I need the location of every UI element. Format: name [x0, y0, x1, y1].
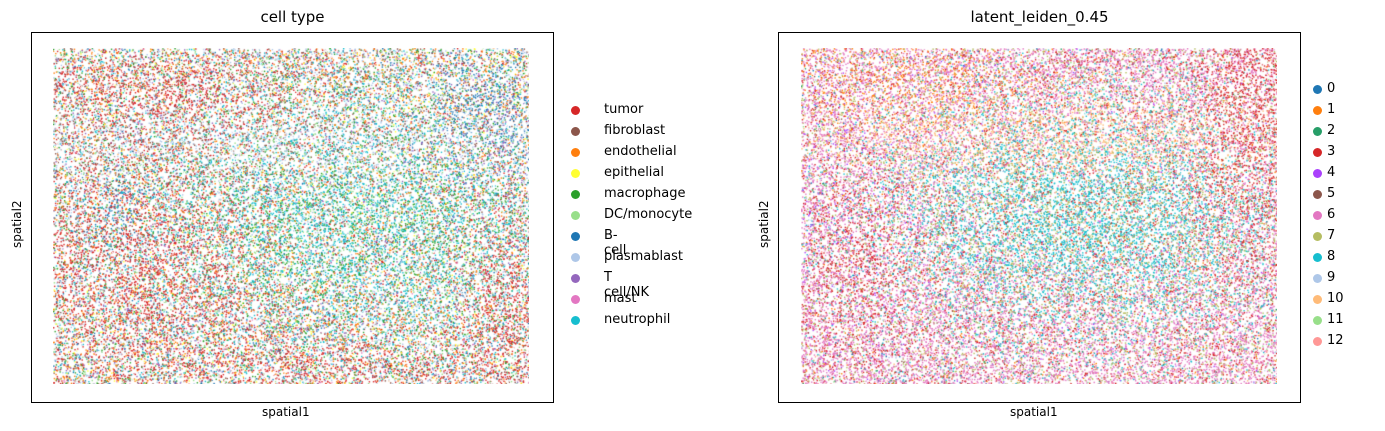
legend-label: 0 — [1327, 81, 1336, 96]
legend-marker — [1313, 169, 1322, 178]
spatial-scatter-cell-type — [53, 48, 529, 384]
legend-marker — [571, 232, 580, 241]
legend-label: DC/monocyte — [604, 207, 693, 222]
chart-title-leiden: latent_leiden_0.45 — [970, 8, 1109, 26]
legend-marker — [1313, 106, 1322, 115]
legend-marker — [1313, 316, 1322, 325]
legend-marker — [571, 211, 580, 220]
x-axis-label-leiden: spatial1 — [1010, 405, 1058, 419]
legend-label: 11 — [1327, 312, 1344, 327]
legend-marker — [571, 106, 580, 115]
y-axis-label-cell-type: spatial2 — [10, 200, 24, 248]
y-axis-label-leiden: spatial2 — [757, 200, 771, 248]
legend-label: neutrophil — [604, 312, 671, 327]
legend-label: plasmablast — [604, 249, 683, 264]
legend-marker — [571, 169, 580, 178]
legend-marker — [571, 253, 580, 262]
legend-label: 7 — [1327, 228, 1336, 243]
legend-marker — [1313, 337, 1322, 346]
legend-label: 2 — [1327, 123, 1336, 138]
legend-marker — [571, 190, 580, 199]
legend-label: 3 — [1327, 144, 1336, 159]
legend-label: B-cell — [604, 228, 627, 258]
legend-marker — [1313, 232, 1322, 241]
legend-label: T cell/NK — [604, 270, 649, 300]
legend-label: 6 — [1327, 207, 1336, 222]
legend-label: 4 — [1327, 165, 1336, 180]
legend-label: tumor — [604, 102, 644, 117]
legend-label: macrophage — [604, 186, 686, 201]
legend-marker — [571, 148, 580, 157]
x-axis-label-cell-type: spatial1 — [262, 405, 310, 419]
legend-marker — [571, 295, 580, 304]
legend-label: 12 — [1327, 333, 1344, 348]
legend-marker — [1313, 190, 1322, 199]
legend-label: fibroblast — [604, 123, 666, 138]
legend-marker — [1313, 253, 1322, 262]
legend-marker — [1313, 211, 1322, 220]
legend-marker — [1313, 85, 1322, 94]
legend-marker — [1313, 127, 1322, 136]
legend-label: epithelial — [604, 165, 664, 180]
legend-marker — [1313, 295, 1322, 304]
legend-label: 10 — [1327, 291, 1344, 306]
legend-marker — [1313, 148, 1322, 157]
legend-label: 1 — [1327, 102, 1336, 117]
legend-label: endothelial — [604, 144, 677, 159]
legend-marker — [1313, 274, 1322, 283]
legend-marker — [571, 274, 580, 283]
spatial-scatter-leiden — [801, 48, 1277, 384]
legend-label: 9 — [1327, 270, 1336, 285]
legend-marker — [571, 127, 580, 136]
legend-label: 5 — [1327, 186, 1336, 201]
legend-label: mast — [604, 291, 637, 306]
legend-marker — [571, 316, 580, 325]
legend-label: 8 — [1327, 249, 1336, 264]
chart-title-cell-type: cell type — [260, 8, 325, 26]
